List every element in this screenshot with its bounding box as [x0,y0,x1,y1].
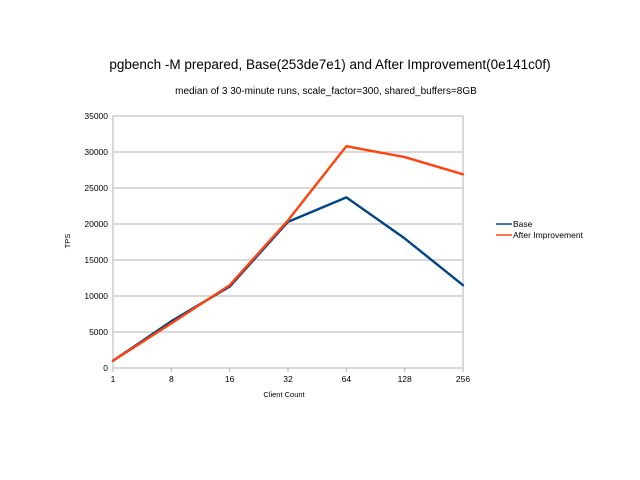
y-axis-label: TPS [63,234,72,249]
y-tick-label: 0 [103,363,108,373]
gridlines [113,115,463,369]
x-tick-label: 8 [169,374,174,384]
series-line-1 [111,145,465,362]
chart-title: pgbench -M prepared, Base(253de7e1) and … [109,57,550,72]
x-tick-label: 16 [225,374,235,384]
y-tick-label: 30000 [84,147,108,157]
legend-label: After Improvement [513,230,584,240]
y-tick-label: 35000 [84,111,108,121]
series-lines [111,145,465,362]
y-tick-label: 25000 [84,183,108,193]
x-axis-ticks: 1 8 16 32 64 128 256 [111,368,470,384]
x-tick-label: 32 [283,374,293,384]
y-tick-label: 5000 [89,327,108,337]
y-tick-label: 10000 [84,291,108,301]
chart-subtitle: median of 3 30-minute runs, scale_factor… [175,86,477,97]
legend-label: Base [513,219,533,229]
x-tick-label: 256 [456,374,470,384]
y-axis-ticks: 0 5000 10000 15000 20000 25000 30000 35000 [84,111,108,373]
x-axis-label: Client Count [263,390,305,399]
x-tick-label: 128 [398,374,412,384]
y-tick-label: 20000 [84,219,108,229]
x-tick-label: 64 [342,374,352,384]
y-tick-label: 15000 [84,255,108,265]
x-tick-label: 1 [111,374,116,384]
